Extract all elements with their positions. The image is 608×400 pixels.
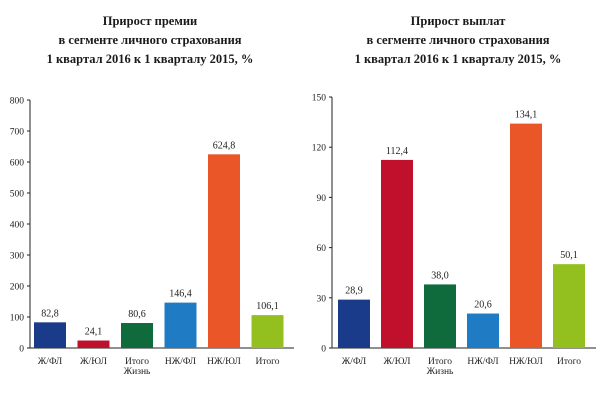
bar (34, 322, 66, 348)
y-tick-label: 0 (321, 345, 326, 355)
chart-title-premium: Прирост премии в сегменте личного страхо… (0, 12, 300, 69)
y-tick-label: 150 (312, 94, 327, 104)
x-tick-label: Итого (255, 357, 279, 367)
x-tick-label: Итого (125, 357, 149, 367)
bar-value-label: 38,0 (431, 270, 449, 281)
bar-value-label: 112,4 (386, 146, 408, 157)
bar (208, 154, 240, 348)
x-tick-label: Итого (557, 357, 581, 367)
y-tick-label: 0 (19, 345, 24, 355)
y-tick-label: 700 (10, 128, 25, 138)
bar (467, 313, 499, 348)
x-tick-label: Ж/ЮЛ (384, 357, 411, 367)
bar-value-label: 82,8 (41, 308, 59, 319)
y-tick-label: 100 (10, 314, 25, 324)
y-tick-label: 300 (10, 252, 25, 262)
bar-value-label: 106,1 (256, 301, 279, 312)
x-tick-label: Ж/ЮЛ (80, 357, 107, 367)
y-tick-label: 90 (317, 194, 327, 204)
title-line: Прирост премии (102, 14, 198, 28)
x-tick-label: НЖ/ЮЛ (207, 357, 241, 367)
title-line: в сегменте личного страхования (366, 33, 550, 47)
x-tick-label: Жизнь (427, 367, 454, 377)
bar (77, 340, 110, 348)
bar (251, 315, 284, 348)
bar (121, 323, 153, 348)
bar (424, 284, 456, 348)
y-tick-label: 200 (10, 283, 25, 293)
bar (510, 123, 542, 348)
y-tick-label: 400 (10, 221, 25, 231)
x-tick-label: Жизнь (124, 367, 151, 377)
bar (553, 264, 585, 348)
bar (381, 159, 413, 348)
title-line: 1 квартал 2016 к 1 кварталу 2015, % (46, 52, 254, 66)
x-tick-label: НЖ/ФЛ (165, 357, 197, 367)
y-tick-label: 600 (10, 159, 25, 169)
x-tick-label: Ж/ФЛ (342, 357, 367, 367)
bar-value-label: 20,6 (474, 300, 492, 311)
y-tick-label: 500 (10, 190, 25, 200)
x-tick-label: Ж/ФЛ (38, 357, 63, 367)
bar-value-label: 624,8 (213, 140, 236, 151)
bar-value-label: 80,6 (128, 309, 146, 320)
y-tick-label: 120 (312, 144, 327, 154)
x-tick-label: Итого (428, 357, 452, 367)
bar (164, 302, 197, 348)
bar-value-label: 24,1 (85, 327, 103, 338)
title-line: в сегменте личного страхования (58, 33, 242, 47)
y-tick-label: 800 (10, 97, 25, 107)
x-tick-label: НЖ/ФЛ (467, 357, 499, 367)
y-tick-label: 60 (317, 244, 327, 254)
bar-value-label: 134,1 (515, 110, 538, 121)
y-tick-label: 30 (317, 294, 327, 304)
x-tick-label: НЖ/ЮЛ (509, 357, 543, 367)
bar-value-label: 50,1 (560, 250, 578, 261)
bar (338, 299, 370, 348)
title-line: Прирост выплат (410, 14, 506, 28)
chart-title-payouts: Прирост выплат в сегменте личного страхо… (308, 12, 608, 69)
bar-value-label: 28,9 (345, 286, 363, 297)
title-line: 1 квартал 2016 к 1 кварталу 2015, % (354, 52, 562, 66)
bar-value-label: 146,4 (169, 289, 192, 300)
